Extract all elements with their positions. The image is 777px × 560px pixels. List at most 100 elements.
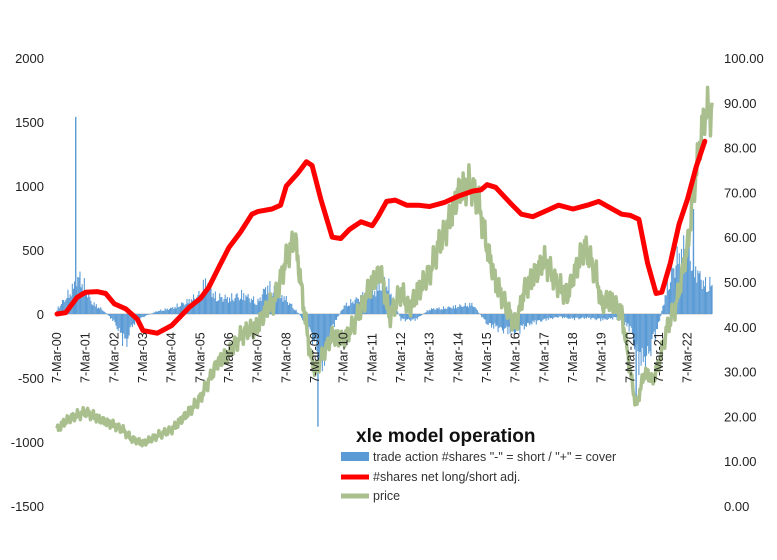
trade-bar: [624, 314, 626, 326]
trade-bar: [310, 314, 312, 333]
left-tick-label: 1000: [15, 179, 44, 194]
trade-bar: [484, 314, 486, 320]
trade-bar: [283, 296, 285, 314]
trade-bar: [164, 308, 166, 314]
trade-bar: [321, 314, 323, 372]
trade-bar: [494, 314, 496, 324]
trade-bar: [576, 314, 578, 318]
trade-bar: [162, 310, 164, 314]
trade-bar: [628, 314, 630, 332]
trade-bar: [208, 283, 210, 314]
trade-bar: [210, 288, 212, 314]
right-tick-label: 100.00: [724, 51, 764, 66]
trade-bar: [647, 314, 649, 347]
trade-bar: [614, 314, 616, 318]
trade-bar: [400, 314, 402, 321]
trade-bar: [469, 302, 471, 314]
trade-bar: [104, 312, 106, 314]
trade-bar: [330, 314, 332, 329]
trade-bar: [333, 314, 335, 327]
trade-bar: [570, 314, 572, 318]
trade-bar: [57, 306, 59, 314]
trade-bar: [447, 307, 449, 314]
trade-bar: [646, 314, 648, 356]
trade-bar: [476, 310, 478, 314]
trade-bar: [277, 298, 279, 314]
x-tick-label: 7-Mar-21: [652, 332, 666, 383]
trade-bar: [165, 309, 167, 314]
trade-bar: [607, 314, 609, 320]
trade-bar: [142, 314, 144, 318]
trade-bar: [406, 314, 409, 320]
trade-bar: [339, 313, 341, 315]
trade-bar: [633, 314, 636, 350]
trade-bar: [589, 314, 591, 318]
trade-bar: [660, 314, 662, 317]
trade-bar: [545, 314, 547, 321]
trade-bar: [708, 291, 710, 314]
trade-bar: [203, 289, 205, 314]
x-tick-label: 7-Mar-22: [681, 332, 695, 383]
trade-bar: [107, 314, 109, 316]
trade-bar: [488, 314, 490, 324]
trade-bar: [577, 314, 579, 318]
trade-bar: [674, 277, 676, 314]
trade-bar: [524, 314, 526, 327]
chart-title: xle model operation: [356, 426, 535, 447]
trade-bar: [238, 300, 240, 314]
trade-bar: [593, 314, 595, 319]
trade-bar: [335, 314, 338, 320]
trade-bar: [99, 308, 101, 314]
trade-bar: [462, 306, 464, 314]
trade-bar: [615, 314, 617, 318]
trade-bar: [692, 209, 695, 314]
right-tick-label: 20.00: [724, 409, 757, 424]
trade-bar: [80, 287, 82, 314]
trade-bar: [233, 301, 235, 314]
trade-bar: [480, 314, 482, 315]
trade-bar: [489, 314, 491, 324]
trade-bar: [255, 304, 257, 314]
trade-bar: [139, 314, 141, 319]
trade-bar: [650, 314, 652, 357]
trade-bar: [146, 314, 148, 316]
trade-bar: [587, 314, 589, 317]
trade-bar: [373, 295, 375, 314]
trade-bar: [144, 314, 147, 316]
trade-bar: [417, 314, 419, 317]
trade-bar: [626, 314, 628, 327]
trade-bar: [490, 314, 493, 328]
trade-bar: [644, 314, 647, 369]
x-tick-label: 7-Mar-18: [566, 332, 580, 383]
trade-bar: [245, 295, 247, 314]
trade-bar: [425, 312, 427, 314]
trade-bar: [450, 307, 452, 314]
trade-bar: [227, 302, 229, 314]
trade-bar: [452, 305, 454, 314]
trade-bar: [117, 314, 119, 331]
x-tick-label: 7-Mar-10: [337, 332, 351, 383]
trade-bar: [530, 314, 532, 324]
trade-bar: [275, 292, 278, 314]
trade-bar: [290, 303, 292, 314]
trade-bar: [625, 314, 627, 323]
trade-bar: [487, 314, 489, 325]
trade-bar: [546, 314, 548, 319]
trade-bar: [349, 305, 351, 314]
trade-bar: [242, 299, 244, 314]
trade-bar: [568, 314, 570, 319]
trade-bar: [559, 314, 561, 317]
trade-bar: [654, 314, 656, 341]
trade-bar: [696, 282, 698, 314]
trade-bar: [456, 308, 458, 314]
trade-bar: [684, 257, 686, 314]
trade-bar: [499, 314, 501, 327]
trade-bar: [158, 310, 160, 314]
trade-bar: [234, 298, 236, 314]
trade-bar: [608, 314, 610, 318]
trade-bar: [652, 314, 654, 335]
trade-bar: [296, 312, 298, 314]
trade-bar: [337, 314, 339, 317]
trade-bar: [160, 309, 162, 314]
trade-bar: [119, 314, 121, 333]
